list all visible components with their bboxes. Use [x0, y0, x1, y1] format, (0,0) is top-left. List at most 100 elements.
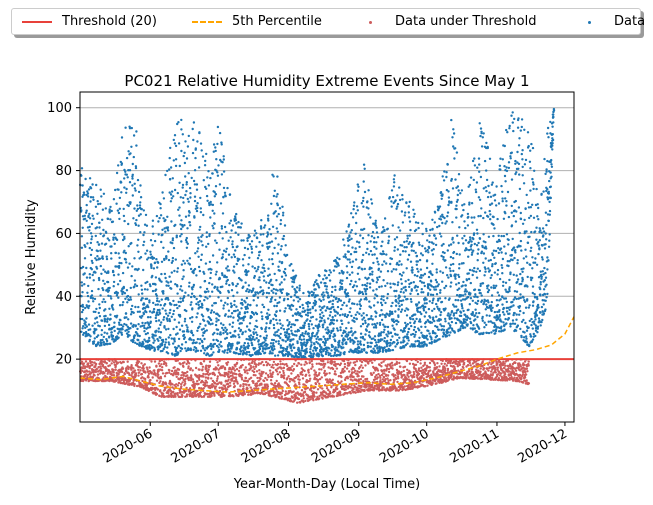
data-point — [125, 316, 127, 318]
under-threshold-point — [447, 368, 449, 370]
data-point — [266, 344, 268, 346]
data-point — [134, 334, 136, 336]
data-point — [241, 322, 243, 324]
data-point — [116, 172, 118, 174]
data-point — [201, 304, 203, 306]
under-threshold-point — [224, 385, 226, 387]
under-threshold-point — [233, 383, 235, 385]
data-point — [114, 189, 116, 191]
data-point — [156, 297, 158, 299]
data-point — [283, 298, 285, 300]
data-point — [232, 246, 234, 248]
data-point — [275, 237, 277, 239]
data-point — [169, 157, 171, 159]
data-point — [301, 332, 303, 334]
under-threshold-point — [177, 373, 179, 375]
data-point — [93, 279, 95, 281]
under-threshold-point — [188, 379, 190, 381]
data-point — [221, 143, 223, 145]
data-point — [190, 301, 192, 303]
data-point — [206, 231, 208, 233]
data-point — [221, 327, 223, 329]
under-threshold-point — [293, 368, 295, 370]
data-point — [172, 195, 174, 197]
under-threshold-point — [210, 377, 212, 379]
data-point — [277, 266, 279, 268]
data-point — [223, 158, 225, 160]
data-point — [197, 350, 199, 352]
data-point — [167, 250, 169, 252]
data-point — [249, 322, 251, 324]
under-threshold-point — [123, 361, 125, 363]
data-point — [180, 228, 182, 230]
data-point — [214, 239, 216, 241]
data-point — [279, 319, 281, 321]
data-point — [104, 315, 106, 317]
under-threshold-point — [269, 369, 271, 371]
under-threshold-point — [226, 364, 228, 366]
data-point — [190, 268, 192, 270]
data-point — [187, 330, 189, 332]
data-point — [285, 274, 287, 276]
data-point — [179, 288, 181, 290]
data-point — [235, 285, 237, 287]
under-threshold-point — [247, 380, 249, 382]
data-point — [242, 239, 244, 241]
data-point — [178, 301, 180, 303]
data-point — [99, 294, 101, 296]
data-point — [171, 337, 173, 339]
under-threshold-point — [366, 378, 368, 380]
data-point — [129, 169, 131, 171]
data-point — [100, 343, 102, 345]
under-threshold-point — [400, 371, 402, 373]
under-threshold-point — [409, 371, 411, 373]
data-point — [92, 274, 94, 276]
data-point — [176, 285, 178, 287]
data-point — [279, 207, 281, 209]
data-point — [211, 291, 213, 293]
data-point — [280, 333, 282, 335]
under-threshold-point — [153, 369, 155, 371]
under-threshold-point — [234, 369, 236, 371]
under-threshold-point — [296, 365, 298, 367]
under-threshold-point — [182, 366, 184, 368]
under-threshold-point — [162, 372, 164, 374]
data-point — [246, 297, 248, 299]
data-point — [264, 224, 266, 226]
data-point — [178, 321, 180, 323]
data-point — [196, 202, 198, 204]
under-threshold-point — [144, 371, 146, 373]
under-threshold-point — [137, 369, 139, 371]
data-point — [89, 273, 91, 275]
under-threshold-point — [301, 389, 303, 391]
under-threshold-point — [503, 367, 505, 369]
under-threshold-point — [522, 374, 524, 376]
data-point — [100, 265, 102, 267]
under-threshold-point — [263, 364, 265, 366]
under-threshold-point — [298, 362, 300, 364]
data-point — [257, 268, 259, 270]
data-point — [96, 317, 98, 319]
data-point — [295, 308, 297, 310]
data-point — [166, 170, 168, 172]
under-threshold-point — [424, 385, 426, 387]
under-threshold-point — [229, 382, 231, 384]
under-threshold-point — [524, 360, 526, 362]
data-point — [177, 352, 179, 354]
data-point — [226, 337, 228, 339]
under-threshold-point — [382, 360, 384, 362]
data-point — [189, 224, 191, 226]
data-point — [210, 268, 212, 270]
under-threshold-point — [154, 360, 156, 362]
under-threshold-point — [432, 382, 434, 384]
under-threshold-point — [143, 367, 145, 369]
under-threshold-point — [162, 393, 164, 395]
under-threshold-point — [242, 388, 244, 390]
data-point — [244, 330, 246, 332]
under-threshold-point — [302, 395, 304, 397]
data-point — [224, 192, 226, 194]
data-point — [296, 340, 298, 342]
data-point — [247, 263, 249, 265]
data-point — [263, 264, 265, 266]
data-point — [91, 294, 93, 296]
